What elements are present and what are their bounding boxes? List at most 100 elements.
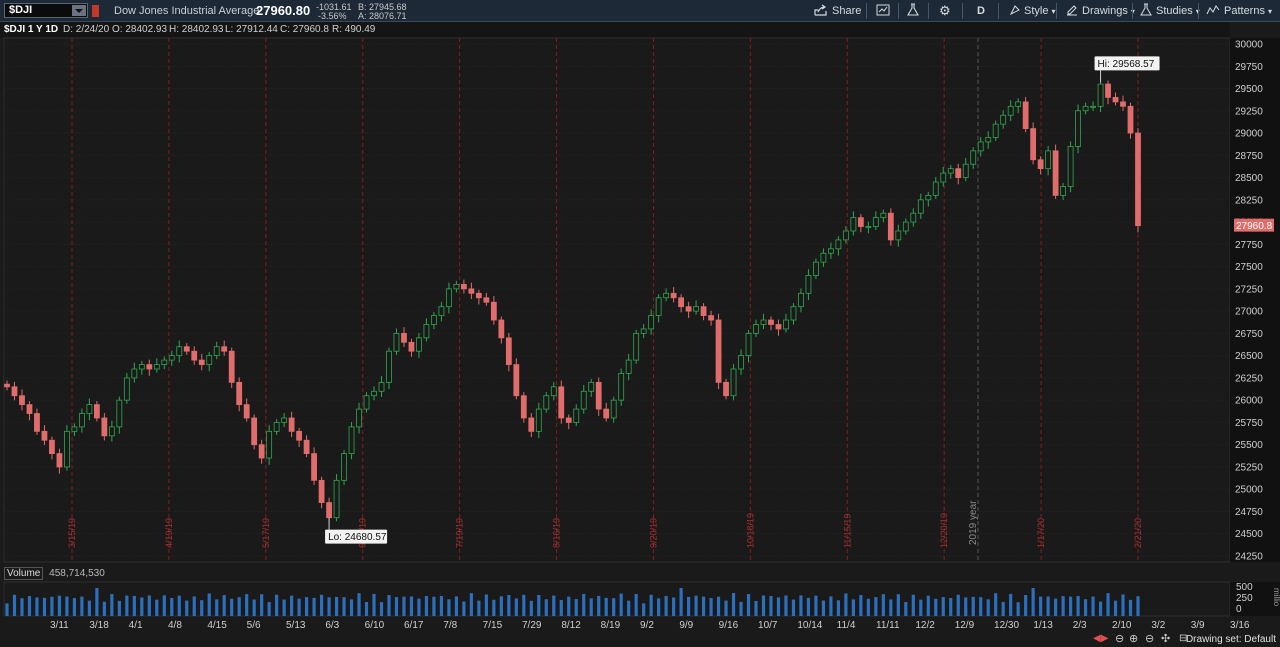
volume-bar <box>1068 596 1073 616</box>
event-marker-label: 3/15/19 <box>67 518 77 548</box>
volume-bar <box>162 595 166 616</box>
candle-body <box>296 430 303 441</box>
volume-bar <box>926 595 930 616</box>
volume-bar <box>454 596 459 616</box>
x-tick-label: 5/6 <box>247 620 261 631</box>
volume-bar <box>80 596 84 616</box>
volume-bar <box>140 597 144 616</box>
volume-bar <box>447 599 451 616</box>
candle-body <box>573 408 580 423</box>
y-tick-label: 28250 <box>1235 195 1263 206</box>
share-icon <box>814 4 827 16</box>
volume-bar <box>574 599 578 616</box>
volume-bar <box>245 594 249 616</box>
volume-bar <box>1061 596 1065 616</box>
candle-body <box>490 301 497 321</box>
collapse-icon[interactable]: ⊖ <box>1115 633 1125 645</box>
volume-bar <box>492 599 496 616</box>
chevron-down-icon: ▾ <box>1051 7 1056 16</box>
volume-bar <box>50 596 54 616</box>
link-color-tag[interactable] <box>92 5 99 17</box>
candle-body <box>483 297 490 303</box>
settings-button[interactable]: ⚙ <box>939 0 951 22</box>
candle-body <box>423 324 430 339</box>
crosshair-icon[interactable]: ✣ <box>1161 633 1171 645</box>
event-marker-label: 11/15/19 <box>842 514 852 548</box>
volume-bar <box>102 601 106 616</box>
chart-box-icon <box>876 4 890 16</box>
volume-bar <box>65 596 69 616</box>
lab-button[interactable] <box>907 0 919 22</box>
volume-bar <box>155 599 159 616</box>
volume-bar <box>784 595 788 616</box>
volume-bar <box>1136 596 1140 616</box>
share-button[interactable]: Share <box>814 0 861 22</box>
volume-bar <box>117 600 121 616</box>
candle-body <box>1000 114 1007 125</box>
candle-body <box>236 381 243 406</box>
period-button[interactable]: D <box>977 5 985 17</box>
x-tick-label: 3/16 <box>1230 620 1250 631</box>
zoom-out-icon[interactable]: ⊖ <box>1145 633 1155 645</box>
x-tick-label: 6/10 <box>365 620 385 631</box>
volume-bar <box>896 594 900 616</box>
volume-bar <box>619 593 623 616</box>
x-tick-label: 6/17 <box>404 620 424 631</box>
studies-button[interactable]: Studies ▾ <box>1140 0 1200 22</box>
candle-body <box>640 328 647 334</box>
info-close: C: 27960.8 <box>280 24 329 35</box>
x-tick-label: 9/16 <box>719 620 739 631</box>
patterns-button[interactable]: Patterns ▾ <box>1206 0 1272 22</box>
style-button[interactable]: Style ▾ <box>1009 0 1056 22</box>
candle-body <box>498 319 505 339</box>
ask-price: A: 28076.71 <box>358 11 407 21</box>
x-tick-label: 7/15 <box>483 620 503 631</box>
candle-body <box>26 404 33 414</box>
pencil-icon <box>1067 5 1077 16</box>
y-tick-label: 30000 <box>1235 40 1263 51</box>
net-change: -1031.61 <box>316 2 352 12</box>
volume-bar <box>716 596 721 616</box>
candle-body <box>453 284 460 290</box>
candle-body <box>273 422 280 432</box>
volume-bar <box>1031 588 1035 616</box>
volume-bar <box>919 599 923 616</box>
x-tick-label: 12/9 <box>955 620 975 631</box>
volume-bar <box>799 595 803 616</box>
candle-body <box>101 417 108 437</box>
toolbar-divider <box>898 3 899 19</box>
quick-chart-button[interactable] <box>876 0 890 22</box>
lock-icon[interactable]: ⊟ <box>1179 633 1188 644</box>
candle-body <box>633 332 640 361</box>
candle-body <box>865 226 872 228</box>
volume-bar <box>514 598 518 616</box>
y-tick-label: 29750 <box>1235 62 1263 73</box>
candle-body <box>183 346 190 352</box>
hi-label-box <box>1094 56 1160 71</box>
candle-body <box>363 395 370 410</box>
symbol-input[interactable]: $DJI <box>4 3 88 18</box>
candle-body <box>198 359 205 365</box>
grid-lines <box>3 37 1280 563</box>
symbol-dropdown-icon[interactable] <box>72 5 86 16</box>
volume-bar <box>1121 594 1125 616</box>
candle-body <box>917 199 924 214</box>
candle-body <box>835 239 842 250</box>
volume-bar <box>57 595 62 616</box>
volume-bar <box>349 599 354 616</box>
scroll-left-icon[interactable]: ◀▶ <box>1093 633 1109 644</box>
candle-body <box>588 381 595 392</box>
candle-body <box>985 137 992 143</box>
volume-tick-label: 500 <box>1236 582 1253 593</box>
price-axis-panel <box>1230 38 1280 562</box>
zoom-in-icon[interactable]: ⊕ <box>1129 633 1139 645</box>
candle-body <box>678 297 685 308</box>
share-label: Share <box>832 5 862 17</box>
candle-body <box>93 404 100 419</box>
x-tick-label: 4/8 <box>168 620 182 631</box>
volume-bar <box>559 599 563 616</box>
candle-body <box>318 479 325 503</box>
drawing-set-label[interactable]: Drawing set: Default <box>1185 634 1276 645</box>
x-tick-label: 3/18 <box>89 620 109 631</box>
